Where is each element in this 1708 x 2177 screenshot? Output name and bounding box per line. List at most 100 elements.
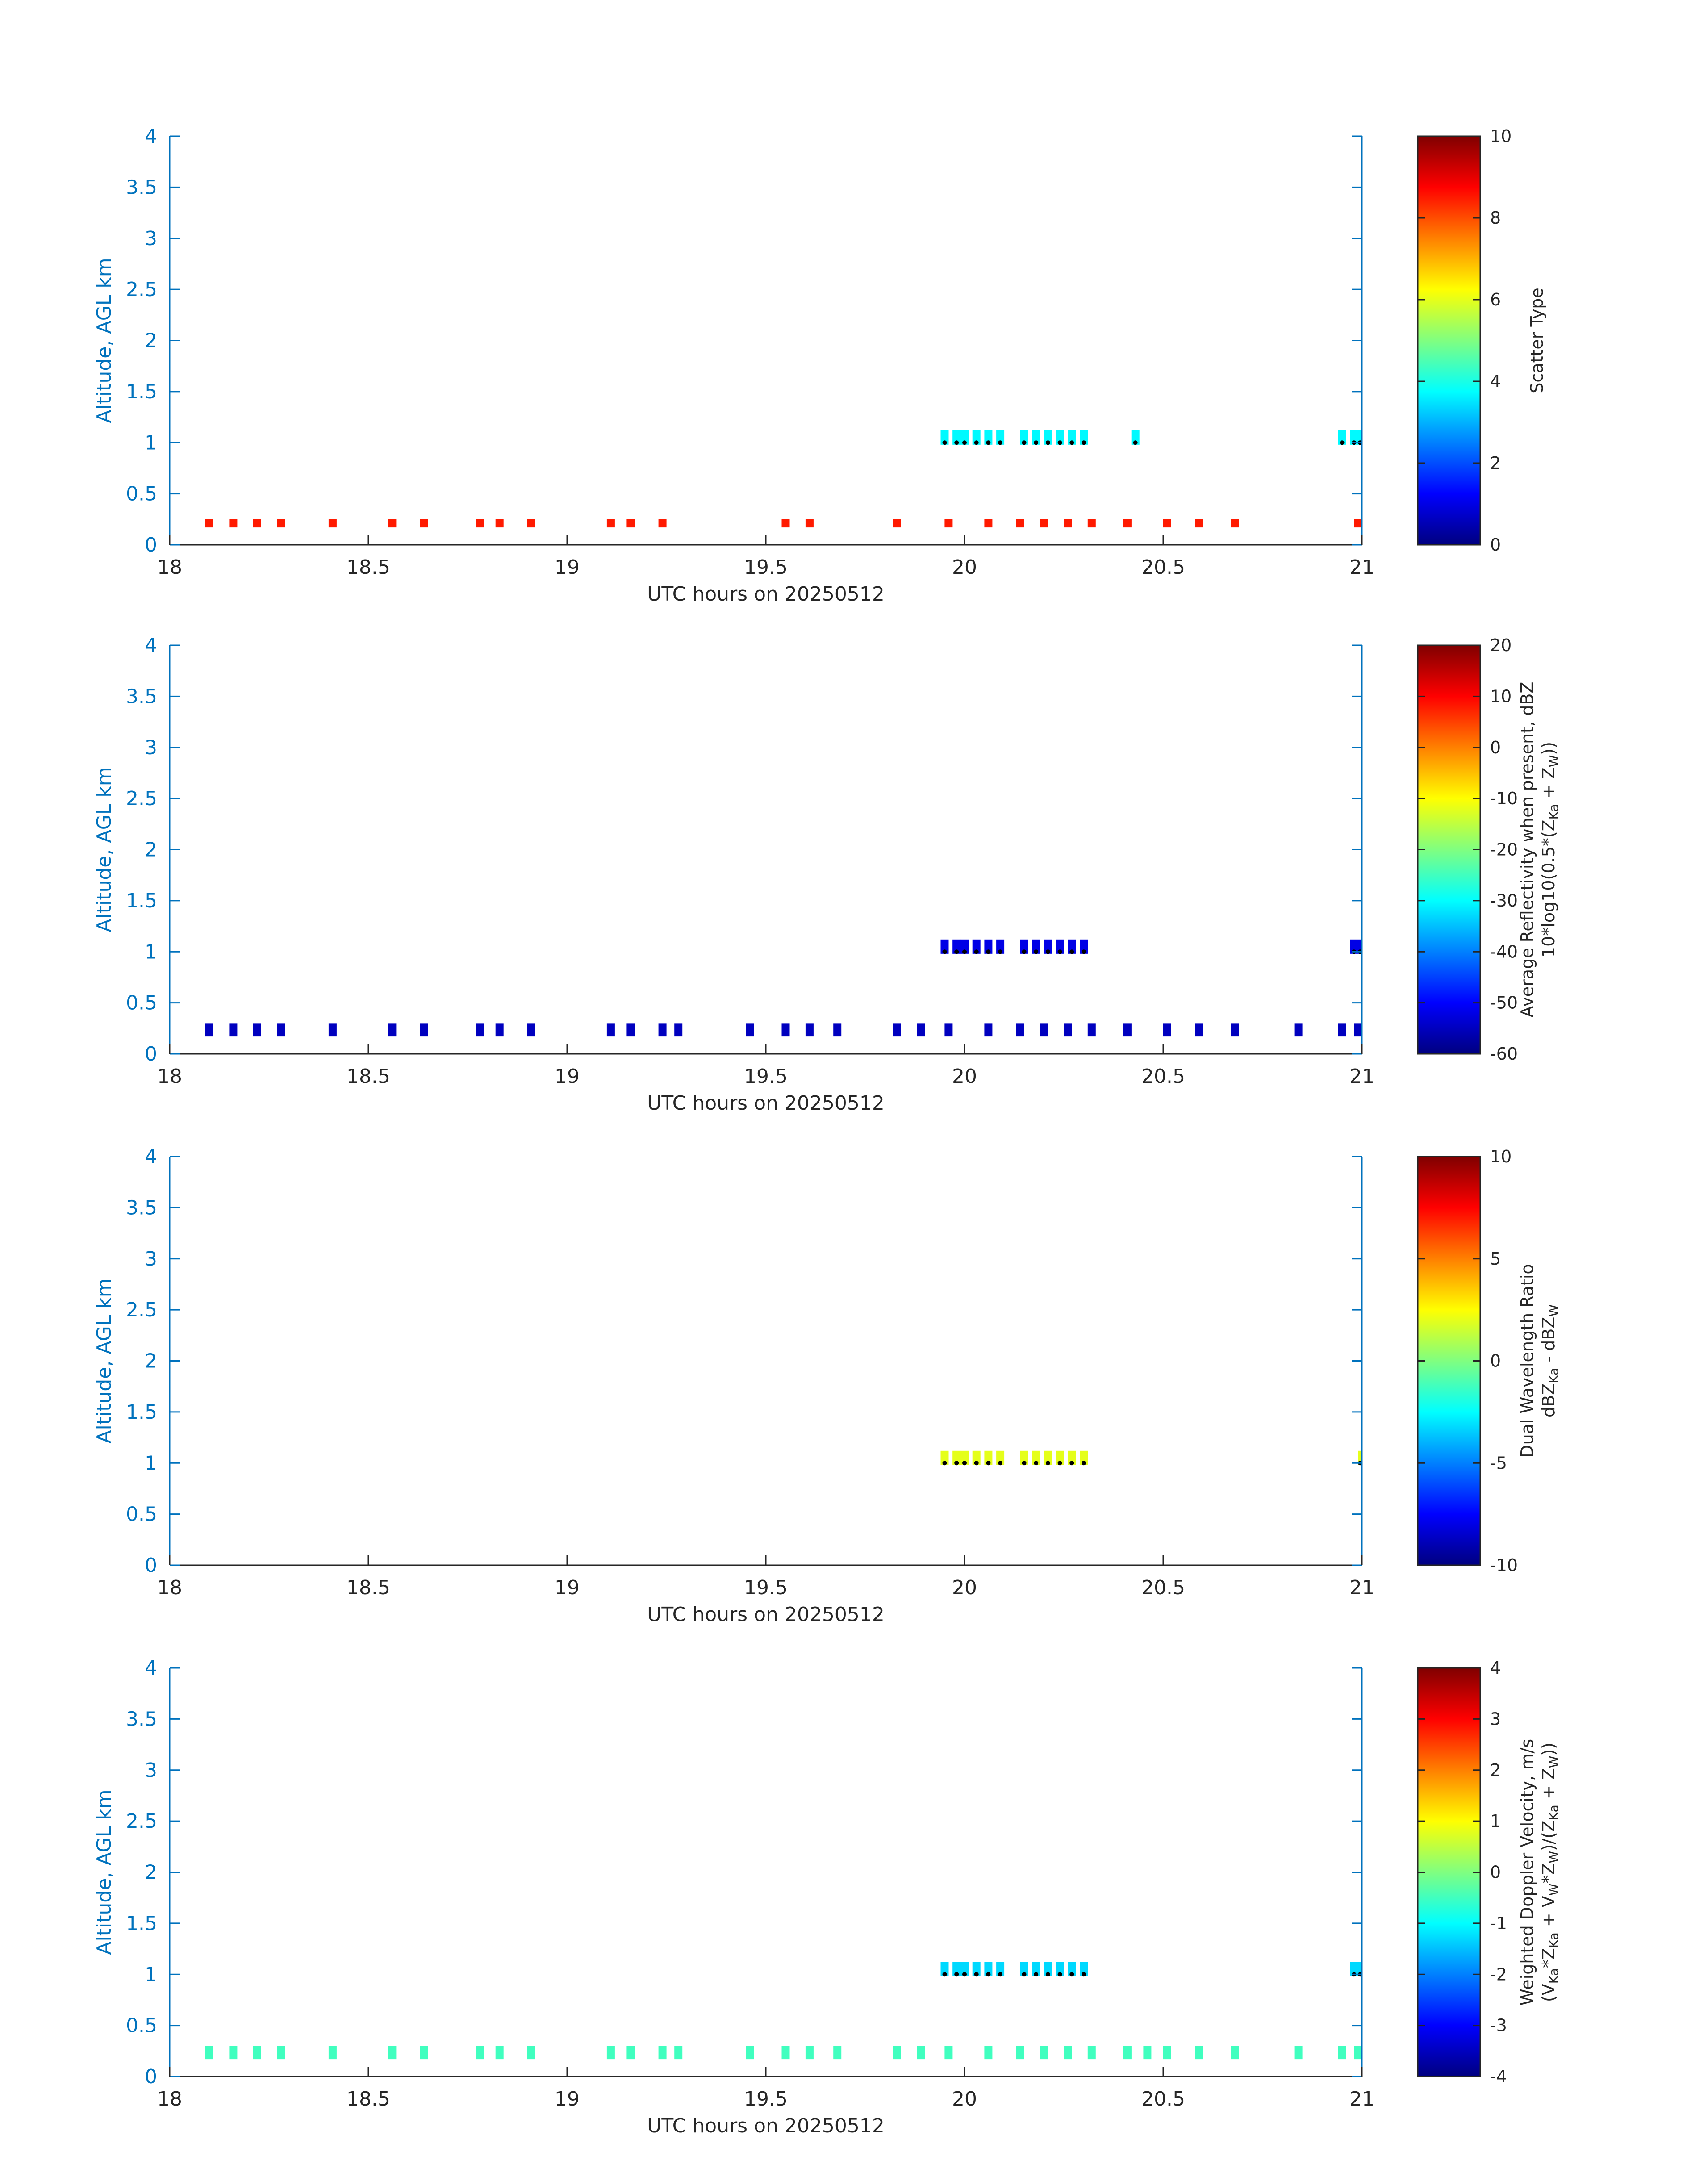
x-tick-label: 21 <box>1349 2088 1374 2110</box>
colorbar-tick-label: -50 <box>1490 993 1518 1013</box>
y-tick-label: 3 <box>145 227 157 250</box>
data-cell <box>940 1962 949 1976</box>
data-cell <box>1016 1023 1024 1037</box>
data-cell <box>277 519 285 528</box>
colorbar-label-formula: dBZKa - dBZW <box>1539 1304 1561 1417</box>
plot-area <box>205 939 1362 1037</box>
y-axis-label: Altitude, AGL km <box>93 258 116 423</box>
y-tick-label: 3.5 <box>126 1196 157 1219</box>
data-cell <box>1080 1450 1088 1465</box>
colorbar-tick-label: -30 <box>1490 891 1518 911</box>
cloud-base-marker <box>986 949 991 954</box>
x-tick-label: 19.5 <box>744 2088 788 2110</box>
data-cell <box>1080 939 1088 954</box>
data-cell <box>277 1023 285 1037</box>
cloud-base-marker <box>1045 440 1050 445</box>
cloud-base-marker <box>962 949 967 954</box>
cloud-base-marker <box>974 1972 979 1977</box>
cloud-base-marker <box>1069 1972 1074 1977</box>
colorbar-tick-label: 0 <box>1490 738 1501 757</box>
cloud-base-marker <box>962 440 967 445</box>
data-cell <box>940 939 949 954</box>
y-tick-label: 2.5 <box>126 1299 157 1321</box>
y-tick-label: 2 <box>145 330 157 352</box>
data-cell <box>1016 2046 1024 2060</box>
colorbar-tick-label: -60 <box>1490 1044 1518 1064</box>
data-cell <box>420 2046 428 2060</box>
x-axis-label: UTC hours on 20250512 <box>647 2114 885 2137</box>
data-cell <box>1354 2046 1362 2060</box>
colorbar-gradient <box>1417 644 1481 1055</box>
y-tick-label: 3 <box>145 1759 157 1782</box>
data-cell <box>1040 1023 1048 1037</box>
data-cell <box>420 519 428 528</box>
data-cell <box>940 430 949 445</box>
data-cell <box>253 1023 261 1037</box>
colorbar-tick-label: 10 <box>1490 126 1512 146</box>
data-cell <box>781 1023 790 1037</box>
cloud-base-marker <box>1340 440 1345 445</box>
data-cell <box>658 2046 667 2060</box>
cloud-base-marker <box>1082 1972 1086 1977</box>
data-cell <box>495 519 504 528</box>
data-cell <box>952 939 961 954</box>
data-cell <box>495 2046 504 2060</box>
colorbar-gradient <box>1417 1667 1481 2077</box>
x-axis-label: UTC hours on 20250512 <box>647 1092 885 1115</box>
x-tick-label: 20.5 <box>1141 556 1185 579</box>
data-cell <box>1294 2046 1303 2060</box>
colorbar-label: Weighted Doppler Velocity, m/s <box>1517 1739 1537 2006</box>
cloud-base-marker <box>1034 1972 1039 1977</box>
data-cell <box>674 1023 683 1037</box>
data-cell <box>984 430 993 445</box>
y-tick-label: 4 <box>145 1145 157 1168</box>
x-tick-label: 21 <box>1349 1576 1374 1599</box>
x-tick-label: 19 <box>555 556 580 579</box>
plot-area <box>940 1450 1362 1466</box>
y-tick-label: 0.5 <box>126 483 157 506</box>
colorbar-tick-label: 0 <box>1490 1863 1501 1882</box>
colorbar-tick-label: 1 <box>1490 1811 1501 1831</box>
cloud-base-marker <box>1022 1461 1027 1466</box>
cloud-base-marker <box>942 440 947 445</box>
data-cell <box>495 1023 504 1037</box>
data-cell <box>658 1023 667 1037</box>
x-tick-label: 18.5 <box>347 1576 390 1599</box>
data-cell <box>984 939 993 954</box>
data-cell <box>972 1450 981 1465</box>
y-tick-label: 4 <box>145 1657 157 1680</box>
y-tick-label: 2.5 <box>126 278 157 301</box>
data-cell <box>1044 1450 1052 1465</box>
cloud-base-marker <box>1045 1972 1050 1977</box>
y-tick-label: 1 <box>145 1452 157 1475</box>
data-cell <box>1056 1450 1064 1465</box>
data-cell <box>833 2046 842 2060</box>
data-cell <box>277 2046 285 2060</box>
cloud-base-marker <box>986 1972 991 1977</box>
data-cell <box>960 1962 969 1976</box>
y-tick-label: 1 <box>145 431 157 454</box>
colorbar-tick-label: 10 <box>1490 1147 1512 1166</box>
data-cell <box>476 519 484 528</box>
cloud-base-marker <box>942 1972 947 1977</box>
colorbar-tick-label: -1 <box>1490 1914 1507 1933</box>
y-tick-label: 4 <box>145 634 157 657</box>
cloud-base-marker <box>954 1461 959 1466</box>
data-cell <box>1064 1023 1072 1037</box>
data-cell <box>984 1962 993 1976</box>
x-axis-label: UTC hours on 20250512 <box>647 583 885 606</box>
data-cell <box>952 430 961 445</box>
data-cell <box>1032 1962 1040 1976</box>
data-cell <box>960 1450 969 1465</box>
data-cell <box>996 939 1005 954</box>
colorbar: -10 -5 0 5 10 Dual Wavelength Ratio dBZKa - dB… <box>1417 1147 1561 1575</box>
data-cell <box>1163 1023 1171 1037</box>
data-cell <box>944 1023 953 1037</box>
colorbar-label: Average Reflectivity when present, dBZ <box>1517 682 1537 1018</box>
y-tick-label: 0 <box>145 1554 157 1577</box>
data-cell <box>984 2046 993 2060</box>
data-cell <box>984 1450 993 1465</box>
data-cell <box>1040 519 1048 528</box>
data-cell <box>984 1023 993 1037</box>
